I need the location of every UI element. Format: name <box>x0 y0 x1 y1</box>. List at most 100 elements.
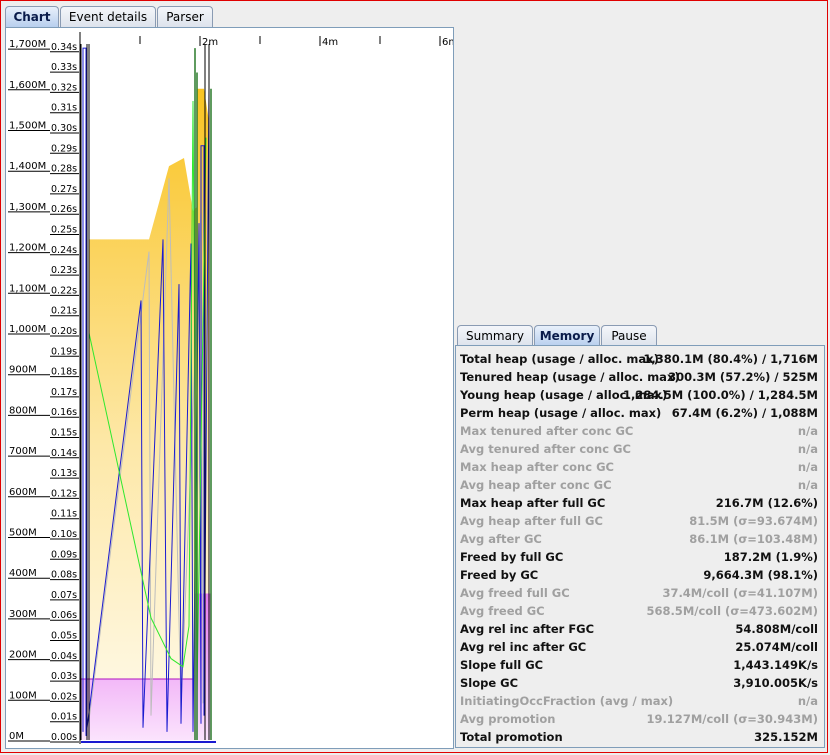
stat-row: Avg promotion 19.127M/coll (σ=30.943M) <box>460 710 818 728</box>
pause-axis-label: 0.08s <box>51 570 77 581</box>
heap-axis-label: 1,100M <box>9 283 46 294</box>
stat-row: Total promotion 325.152M <box>460 728 818 746</box>
pause-axis-label: 0.01s <box>51 712 77 723</box>
heap-axis-label: 1,300M <box>9 202 46 213</box>
pause-axis-label: 0.32s <box>51 82 77 93</box>
heap-axis-label: 900M <box>9 365 37 376</box>
stat-row: Avg rel inc after GC 25.074M/coll <box>460 638 818 656</box>
tab-event-details[interactable]: Event details <box>60 6 156 27</box>
stat-label: Avg after GC <box>460 532 542 546</box>
stat-label: Freed by GC <box>460 568 539 582</box>
stat-value: 1,443.149K/s <box>733 658 818 672</box>
stat-row: Avg heap after conc GC n/a <box>460 476 818 494</box>
stat-value: n/a <box>797 694 818 708</box>
pause-axis-label: 0.20s <box>51 326 77 337</box>
stats-tabbar: Summary Memory Pause <box>457 325 827 347</box>
time-axis-label: 6m <box>442 37 453 48</box>
pause-axis-label: 0.00s <box>51 732 77 743</box>
time-axis-label: 4m <box>322 37 338 48</box>
stat-label: Avg heap after full GC <box>460 514 603 528</box>
stat-value: 86.1M (σ=103.48M) <box>689 532 818 546</box>
stat-label: Perm heap (usage / alloc. max) <box>460 406 662 420</box>
heap-axis-label: 0M <box>9 731 24 742</box>
stat-value: 325.152M <box>754 730 818 744</box>
pause-axis-label: 0.18s <box>51 367 77 378</box>
stat-label: Slope full GC <box>460 658 544 672</box>
memory-stats-panel: Total heap (usage / alloc. max) 1,380.1M … <box>455 346 825 748</box>
heap-axis-label: 500M <box>9 528 37 539</box>
stat-row: Avg freed GC 568.5M/coll (σ=473.602M) <box>460 602 818 620</box>
heap-axis-label: 1,400M <box>9 161 46 172</box>
stat-label: Total promotion <box>460 730 563 744</box>
total-heap-area <box>89 88 209 741</box>
stat-label: Young heap (usage / alloc. max) <box>460 388 668 402</box>
stat-row: Max heap after full GC 216.7M (12.6%) <box>460 494 818 512</box>
stat-row: Slope GC 3,910.005K/s <box>460 674 818 692</box>
stat-value: 54.808M/coll <box>735 622 818 636</box>
pause-axis-label: 0.31s <box>51 103 77 114</box>
tab-parser[interactable]: Parser <box>157 6 213 27</box>
stat-label: InitiatingOccFraction (avg / max) <box>460 694 674 708</box>
pause-axis-label: 0.33s <box>51 62 77 73</box>
stat-label: Max heap after full GC <box>460 496 606 510</box>
stat-row: Young heap (usage / alloc. max) 1,284.5M … <box>460 386 818 404</box>
pause-axis-label: 0.05s <box>51 631 77 642</box>
stat-row: Max tenured after conc GC n/a <box>460 422 818 440</box>
stat-label: Avg tenured after conc GC <box>460 442 631 456</box>
stat-value: n/a <box>797 460 818 474</box>
stat-value: 19.127M/coll (σ=30.943M) <box>646 712 818 726</box>
stat-row: Tenured heap (usage / alloc. max) 300.3M … <box>460 368 818 386</box>
stat-row: Avg rel inc after FGC 54.808M/coll <box>460 620 818 638</box>
stat-value: 25.074M/coll <box>735 640 818 654</box>
stat-value: n/a <box>797 478 818 492</box>
heap-axis-label: 200M <box>9 650 37 661</box>
tab-summary[interactable]: Summary <box>457 325 533 346</box>
pause-axis-label: 0.02s <box>51 691 77 702</box>
stat-value: 9,664.3M (98.1%) <box>703 568 818 582</box>
stat-label: Avg promotion <box>460 712 556 726</box>
tab-memory[interactable]: Memory <box>534 325 600 346</box>
pause-axis-label: 0.17s <box>51 387 77 398</box>
chart-panel[interactable]: 0M 100M 200M 300M 400M 500M 600M 700M 800M 900M 1,… <box>5 27 454 749</box>
stat-label: Max heap after conc GC <box>460 460 614 474</box>
pause-axis-label: 0.22s <box>51 285 77 296</box>
pause-axis-label: 0.11s <box>51 509 77 520</box>
gc-chart[interactable]: 0M 100M 200M 300M 400M 500M 600M 700M 800M 900M 1,… <box>6 28 453 748</box>
pause-axis-label: 0.19s <box>51 346 77 357</box>
stat-value: 1,284.5M (100.0%) / 1,284.5M <box>622 388 818 402</box>
stat-value: 1,380.1M (80.4%) / 1,716M <box>643 352 818 366</box>
pause-axis-label: 0.07s <box>51 590 77 601</box>
stat-value: 187.2M (1.9%) <box>723 550 818 564</box>
stat-label: Avg rel inc after FGC <box>460 622 595 636</box>
pause-axis-label: 0.23s <box>51 265 77 276</box>
heap-axis-label: 600M <box>9 487 37 498</box>
main-tabbar: Chart Event details Parser <box>5 5 455 27</box>
stat-label: Avg freed GC <box>460 604 545 618</box>
pause-axis-label: 0.15s <box>51 428 77 439</box>
pause-axis-label: 0.09s <box>51 549 77 560</box>
stat-row: Slope full GC 1,443.149K/s <box>460 656 818 674</box>
stat-label: Total heap (usage / alloc. max) <box>460 352 659 366</box>
pause-axis-label: 0.34s <box>51 42 77 53</box>
tenured-heap-area <box>81 593 211 740</box>
stat-row: Total heap (usage / alloc. max) 1,380.1M … <box>460 350 818 368</box>
stat-label: Avg rel inc after GC <box>460 640 587 654</box>
pause-axis-label: 0.04s <box>51 651 77 662</box>
stat-row: InitiatingOccFraction (avg / max) n/a <box>460 692 818 710</box>
axes-group: 0M 100M 200M 300M 400M 500M 600M 700M 800M 900M 1,… <box>8 32 453 744</box>
pause-axis-label: 0.25s <box>51 225 77 236</box>
heap-axis-label: 300M <box>9 609 37 620</box>
stat-row: Freed by full GC 187.2M (1.9%) <box>460 548 818 566</box>
stat-value: 300.3M (57.2%) / 525M <box>668 370 818 384</box>
tab-pause[interactable]: Pause <box>601 325 657 346</box>
heap-axis-label: 1,700M <box>9 39 46 50</box>
stat-row: Max heap after conc GC n/a <box>460 458 818 476</box>
time-axis-label: 2m <box>202 37 218 48</box>
stat-row: Avg after GC 86.1M (σ=103.48M) <box>460 530 818 548</box>
stat-value: 568.5M/coll (σ=473.602M) <box>646 604 818 618</box>
pause-axis-label: 0.03s <box>51 671 77 682</box>
heap-axis-label: 700M <box>9 446 37 457</box>
tab-chart[interactable]: Chart <box>5 6 59 27</box>
stat-value: 67.4M (6.2%) / 1,088M <box>671 406 818 420</box>
stat-row: Avg heap after full GC 81.5M (σ=93.674M) <box>460 512 818 530</box>
